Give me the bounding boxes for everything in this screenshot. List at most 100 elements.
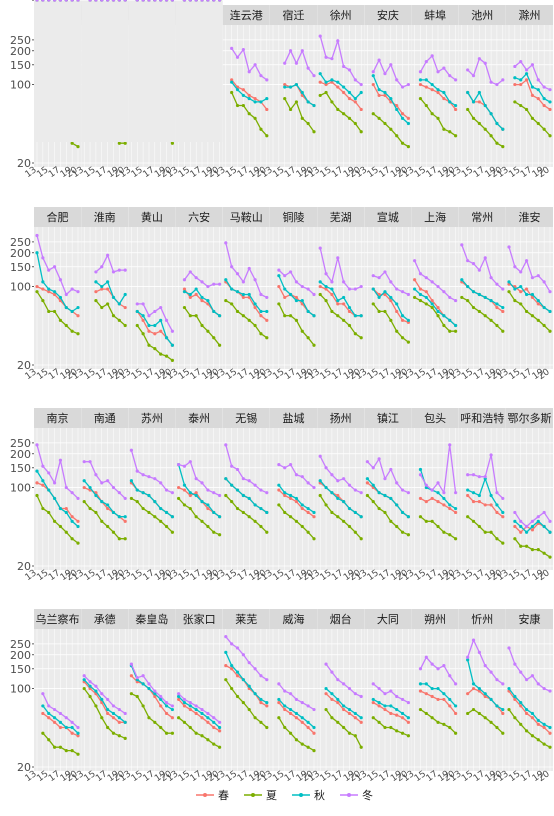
data-point (70, 287, 74, 291)
data-point (117, 707, 121, 712)
data-point (400, 530, 405, 534)
data-point (400, 731, 405, 735)
data-point (336, 720, 340, 724)
data-point (548, 88, 552, 92)
data-point (489, 697, 493, 702)
data-point (76, 541, 80, 545)
data-point (283, 82, 287, 87)
data-point (483, 103, 487, 108)
data-point (170, 515, 174, 519)
data-point (507, 686, 511, 691)
data-point (342, 707, 346, 712)
data-point (347, 731, 352, 735)
strip-background (317, 5, 365, 25)
data-point (324, 90, 328, 95)
data-point (76, 0, 80, 2)
data-point (164, 336, 169, 340)
data-point (182, 488, 187, 492)
data-point (135, 488, 139, 492)
data-point (524, 729, 529, 733)
data-point (442, 722, 446, 726)
data-point (347, 323, 352, 328)
data-point (542, 742, 546, 746)
data-point (424, 302, 428, 306)
data-point (177, 485, 181, 490)
data-point (471, 116, 476, 120)
data-point (159, 506, 163, 511)
data-point (52, 707, 57, 712)
data-point (52, 519, 57, 523)
data-point (501, 309, 505, 314)
data-point (418, 272, 423, 276)
data-point (235, 488, 240, 492)
data-point (306, 745, 310, 749)
data-point (300, 700, 304, 705)
data-point (288, 49, 293, 53)
data-point (35, 443, 39, 447)
data-point (58, 720, 63, 724)
data-point (347, 90, 352, 95)
data-point (135, 469, 139, 473)
data-point (241, 93, 245, 98)
data-point (147, 475, 151, 479)
y-tick-label: 20 (17, 0, 31, 3)
data-point (147, 716, 151, 720)
data-point (330, 309, 334, 314)
data-point (141, 473, 145, 477)
data-point (117, 141, 121, 145)
data-point (200, 707, 204, 712)
data-point (164, 731, 169, 735)
data-point (106, 253, 110, 257)
data-point (188, 491, 192, 495)
data-point (395, 524, 399, 529)
x-tick-label: 13 (73, 0, 84, 3)
data-point (377, 88, 381, 92)
data-point (454, 491, 458, 495)
data-point (247, 661, 251, 665)
data-point (548, 731, 552, 735)
data-point (536, 718, 540, 723)
panel-background (411, 25, 459, 167)
data-point (548, 519, 552, 523)
data-point (519, 519, 523, 523)
strip-background (270, 408, 317, 428)
data-point (442, 697, 446, 702)
data-point (519, 78, 523, 82)
y-tick-label: 20 (17, 560, 31, 573)
data-point (347, 305, 352, 310)
data-point (383, 725, 387, 730)
data-point (359, 336, 363, 340)
data-point (47, 510, 51, 515)
data-point (41, 479, 45, 483)
series-line (177, 464, 220, 518)
data-point (536, 682, 540, 686)
data-point (513, 716, 517, 720)
data-point (347, 707, 352, 712)
data-point (117, 302, 121, 306)
data-point (64, 748, 68, 753)
data-point (448, 329, 452, 333)
data-point (94, 0, 98, 2)
data-point (253, 519, 257, 523)
data-point (100, 716, 104, 720)
data-point (182, 720, 187, 724)
data-point (336, 678, 340, 682)
data-point (495, 305, 499, 310)
data-point (371, 483, 375, 487)
data-point (406, 318, 410, 322)
data-point (218, 533, 222, 537)
data-point (283, 314, 287, 318)
data-point (477, 57, 481, 61)
data-point (507, 280, 511, 284)
data-point (477, 686, 481, 691)
data-point (277, 274, 281, 278)
data-point (241, 103, 245, 108)
data-point (241, 314, 245, 318)
data-point (188, 707, 192, 712)
strip-label: 宣城 (377, 210, 399, 224)
data-point (265, 336, 269, 340)
panel-background (270, 629, 317, 771)
data-point (283, 295, 287, 300)
data-point (436, 70, 440, 74)
data-point (454, 103, 458, 108)
